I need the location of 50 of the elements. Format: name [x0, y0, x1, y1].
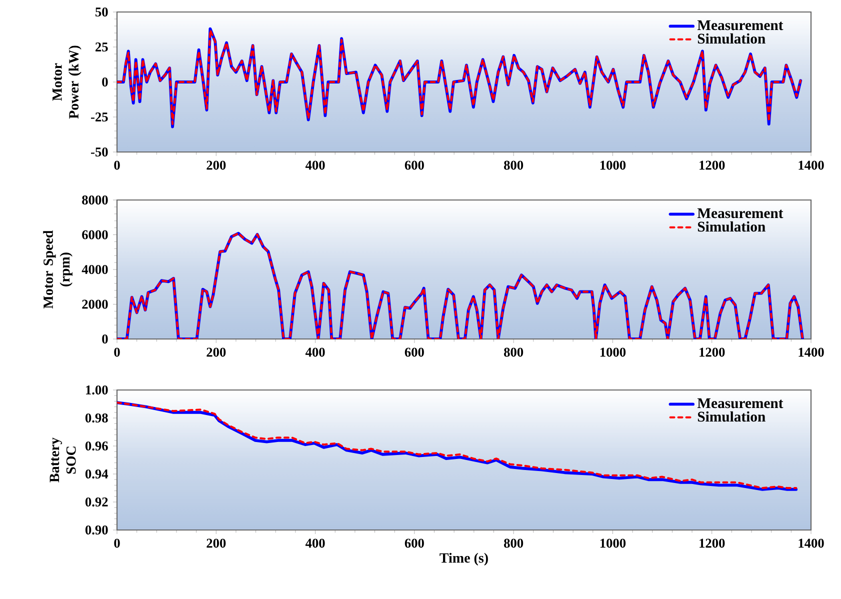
y-tick-label: 0.92 [85, 497, 108, 507]
x-tick-label: 200 [206, 348, 226, 357]
y-tick-label: 0 [102, 334, 108, 344]
x-tick-label: 200 [206, 538, 226, 548]
y-tick-label: 0 [102, 77, 108, 86]
x-tick-label: 400 [305, 538, 325, 548]
y-tick-label: 8000 [82, 196, 108, 204]
x-tick-label: 1000 [600, 160, 626, 170]
x-tick-label: 800 [504, 348, 524, 357]
legend-label: Measurement [697, 208, 784, 218]
x-tick-label: 600 [404, 348, 424, 357]
x-tick-label: 200 [206, 160, 226, 170]
x-tick-label: 800 [504, 160, 524, 170]
y-tick-label: 2000 [82, 300, 108, 309]
legend-label: Measurement [697, 20, 784, 30]
y-tick-label: 0.90 [85, 525, 108, 535]
y-tick-label: 0.98 [85, 413, 108, 423]
legend-label: Simulation [698, 411, 766, 422]
x-tick-label: 0 [114, 160, 120, 170]
y-tick-label: 4000 [82, 265, 108, 274]
y-axis-title: Motor Speed (rpm) [43, 230, 72, 309]
x-tick-label: 600 [404, 538, 424, 548]
y-tick-label: 1.00 [86, 385, 108, 395]
x-tick-label: 1400 [798, 348, 824, 357]
x-tick-label: 0 [114, 348, 120, 357]
x-tick-label: 600 [404, 160, 424, 170]
y-axis-title: Battery SOC [50, 438, 76, 482]
y-tick-label: 0.94 [85, 469, 108, 479]
legend-label: Measurement [697, 398, 784, 408]
x-tick-label: 1000 [600, 348, 626, 357]
x-tick-label: 1400 [798, 538, 824, 548]
x-tick-label: 1200 [700, 538, 725, 548]
legend-label: Simulation [698, 33, 766, 44]
x-tick-label: 800 [504, 538, 524, 548]
x-tick-label: 1200 [700, 160, 725, 170]
y-axis-title: Motor Power (kW) [52, 46, 82, 119]
x-tick-label: 1200 [700, 348, 725, 357]
y-tick-label: 25 [96, 42, 108, 52]
x-tick-label: 1000 [600, 538, 626, 548]
x-tick-label: 400 [305, 348, 325, 357]
x-tick-label: 0 [114, 538, 120, 548]
legend-label: Simulation [698, 221, 766, 232]
x-tick-label: 400 [305, 160, 325, 170]
y-tick-label: 50 [96, 7, 108, 16]
x-tick-label: 1400 [798, 160, 824, 170]
y-tick-label: -50 [91, 147, 108, 156]
y-tick-label: 6000 [82, 230, 108, 240]
x-axis-title: Time (s) [440, 552, 488, 566]
y-tick-label: -25 [91, 112, 108, 122]
y-tick-label: 0.96 [85, 441, 108, 451]
